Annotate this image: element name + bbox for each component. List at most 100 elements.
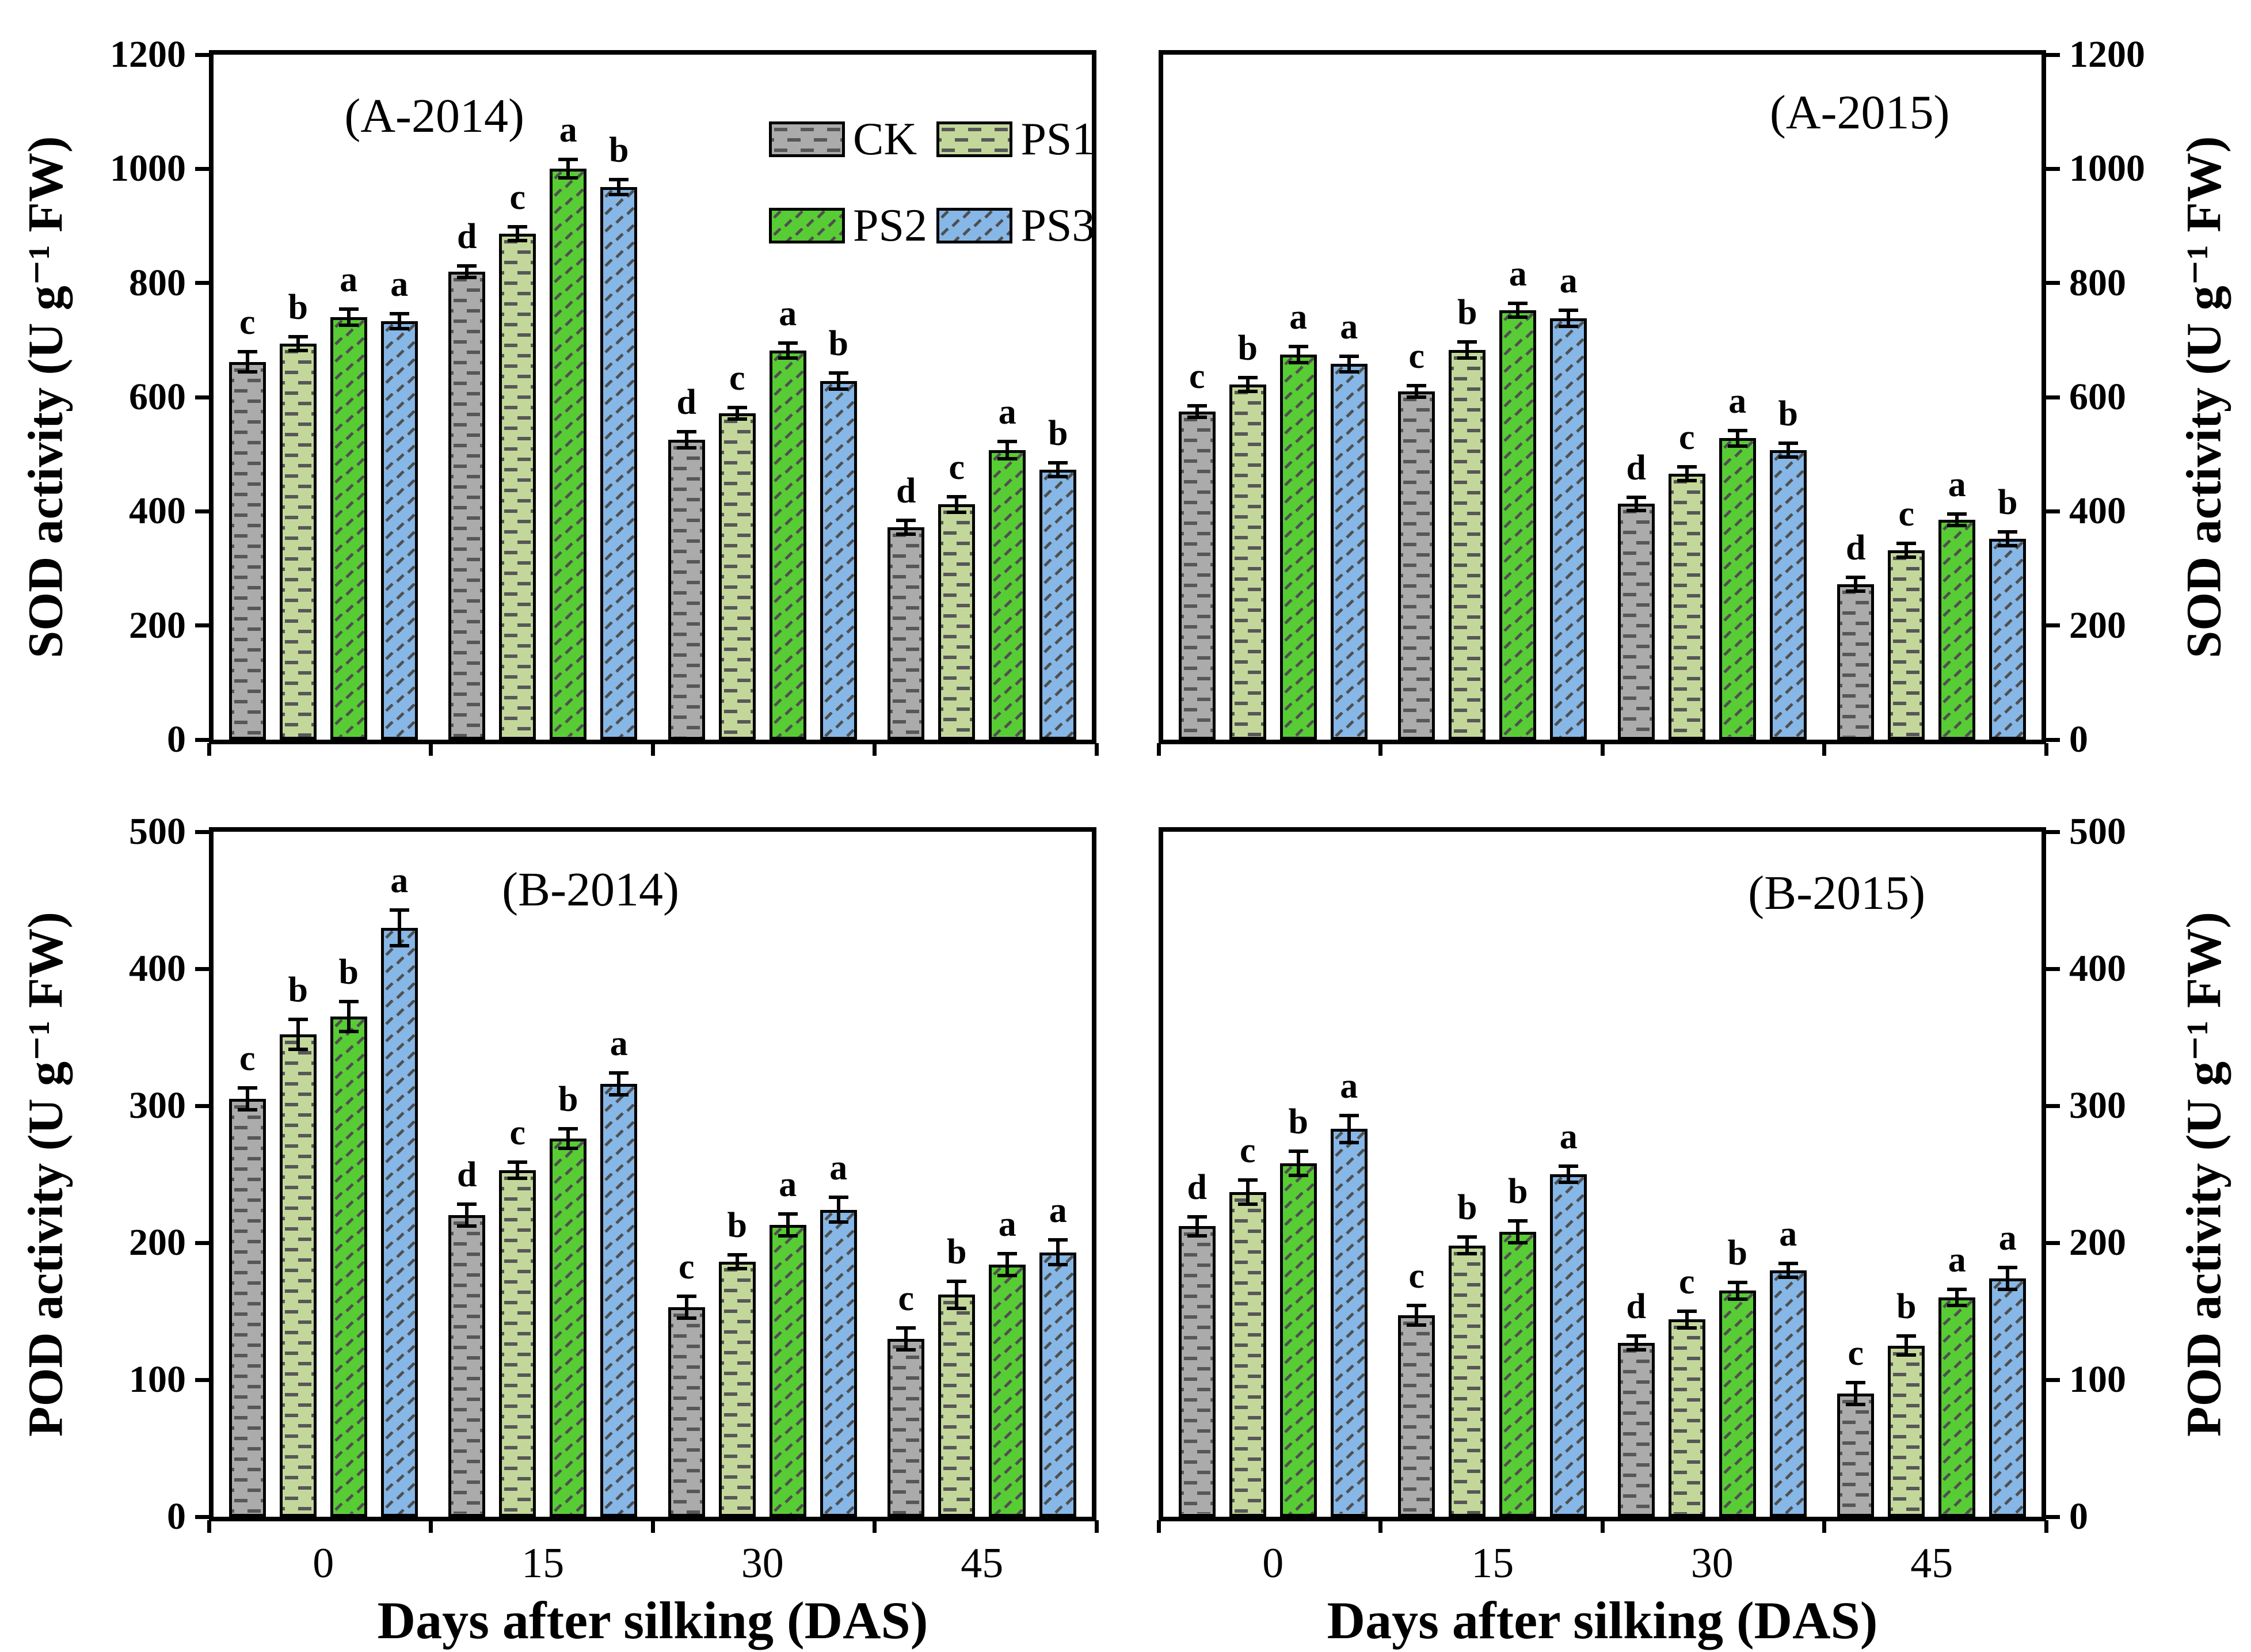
error-bar-cap-top (558, 158, 578, 162)
error-bar-cap-top (828, 371, 848, 375)
y-tick-label: 100 (129, 1358, 186, 1400)
error-bar-line (1246, 1179, 1250, 1205)
sig-letter: b (1237, 329, 1258, 368)
y-tick-mark (2046, 509, 2060, 513)
error-bar-line (955, 496, 959, 513)
error-bar-cap-bottom (457, 1224, 477, 1228)
sig-letter: a (998, 1205, 1016, 1244)
error-bar-line (1905, 1335, 1909, 1356)
bar-CK-das30 (1617, 1342, 1655, 1517)
error-bar-line (1195, 405, 1199, 417)
y-tick-label: 400 (129, 947, 186, 989)
error-bar-cap-bottom (896, 1348, 916, 1352)
y-axis-title-pod-right: POD activity (U g⁻¹ FW) (2176, 912, 2231, 1437)
error-bar-cap-top (288, 334, 308, 338)
sig-letter: a (1289, 297, 1308, 337)
error-bar-line (516, 227, 520, 241)
error-bar-cap-bottom (1677, 478, 1697, 482)
error-bar-line (296, 336, 300, 351)
error-bar-line (684, 1296, 688, 1318)
error-bar-cap-bottom (1508, 315, 1528, 319)
y-tick-label: 800 (129, 261, 186, 304)
error-bar-cap-top (997, 440, 1018, 444)
error-bar-cap-top (558, 1127, 578, 1131)
sig-letter: b (338, 953, 359, 992)
error-bar-line (1347, 1115, 1351, 1143)
sig-letter: b (1457, 292, 1477, 332)
error-bar-cap-top (389, 908, 409, 912)
y-tick-label: 1000 (2069, 147, 2145, 190)
bar-PS3-das30 (820, 1209, 857, 1517)
error-bar-line (1056, 463, 1060, 477)
y-tick-mark (2046, 1240, 2060, 1245)
x-tick-mark (1094, 743, 1099, 756)
sig-letter: a (390, 265, 409, 304)
sig-letter: a (1728, 381, 1747, 421)
error-bar-line (1955, 1289, 1959, 1306)
error-bar-cap-bottom (1778, 1275, 1798, 1279)
bar-PS3-das30 (820, 381, 857, 740)
error-bar-cap-top (508, 225, 528, 229)
error-bar-cap-bottom (1288, 1174, 1308, 1178)
y-tick-mark (195, 395, 209, 399)
bar-PS1-das45 (1888, 1345, 1925, 1517)
bar-PS1-das30 (718, 1262, 756, 1517)
error-bar-cap-bottom (1846, 1402, 1866, 1406)
error-bar-line (1516, 1220, 1520, 1243)
error-bar-line (735, 407, 739, 419)
error-bar-cap-top (508, 1160, 528, 1164)
y-tick-label: 600 (129, 376, 186, 418)
error-bar-line (1005, 1254, 1010, 1276)
bar-PS2-das30 (769, 350, 806, 740)
sig-letter: b (288, 287, 308, 327)
sig-letter: d (1626, 448, 1646, 488)
y-tick-mark (195, 1377, 209, 1382)
sig-letter: b (1778, 394, 1798, 434)
x-tick-mark (207, 743, 211, 756)
sig-letter: c (239, 302, 256, 342)
error-bar-cap-bottom (828, 1220, 848, 1224)
sig-letter: a (1998, 1218, 2017, 1258)
error-bar-cap-top (1559, 309, 1579, 313)
error-bar-cap-top (1457, 340, 1477, 344)
panel-title-label: (A-2015) (1769, 86, 1950, 140)
sig-letter: d (896, 471, 916, 511)
error-bar-cap-bottom (1559, 325, 1579, 329)
x-tick-mark (2044, 1520, 2048, 1533)
error-bar-cap-bottom (997, 1274, 1018, 1278)
error-bar-cap-bottom (1187, 415, 1207, 419)
sig-letter: a (1340, 307, 1358, 347)
x-tick-mark (1094, 1520, 1099, 1533)
y-tick-mark (2046, 395, 2060, 399)
sig-letter: b (1048, 414, 1068, 454)
bar-PS1-das30 (1668, 473, 1705, 740)
error-bar-cap-bottom (1727, 1297, 1747, 1301)
y-tick-mark (195, 1514, 209, 1519)
error-bar-cap-bottom (947, 1307, 967, 1311)
error-bar-cap-bottom (1727, 444, 1747, 448)
bar-CK-das15 (448, 271, 486, 740)
bar-PS2-das0 (1279, 1163, 1317, 1517)
sig-letter: c (1408, 337, 1425, 376)
error-bar-cap-top (1048, 1238, 1068, 1242)
error-bar-line (786, 342, 790, 358)
error-bar-cap-top (1998, 530, 2018, 534)
error-bar-line (2006, 532, 2010, 546)
error-bar-line (1465, 341, 1469, 358)
bar-PS3-das45 (1039, 469, 1077, 740)
sig-letter: c (509, 178, 526, 218)
error-bar-cap-top (1677, 465, 1697, 469)
error-bar-cap-top (828, 1196, 848, 1200)
sig-letter: c (1848, 1333, 1864, 1373)
error-bar-line (516, 1162, 520, 1179)
error-bar-cap-bottom (1237, 390, 1258, 394)
error-bar-cap-bottom (237, 1108, 257, 1112)
sig-letter: d (457, 1155, 477, 1195)
error-bar-cap-bottom (1998, 543, 2018, 547)
error-bar-cap-top (1727, 1281, 1747, 1285)
y-tick-mark (195, 166, 209, 171)
sig-letter: a (779, 1165, 797, 1205)
sig-letter: b (1896, 1286, 1917, 1326)
legend-item-CK: CK (769, 116, 917, 162)
legend-label-PS2: PS2 (853, 200, 927, 251)
